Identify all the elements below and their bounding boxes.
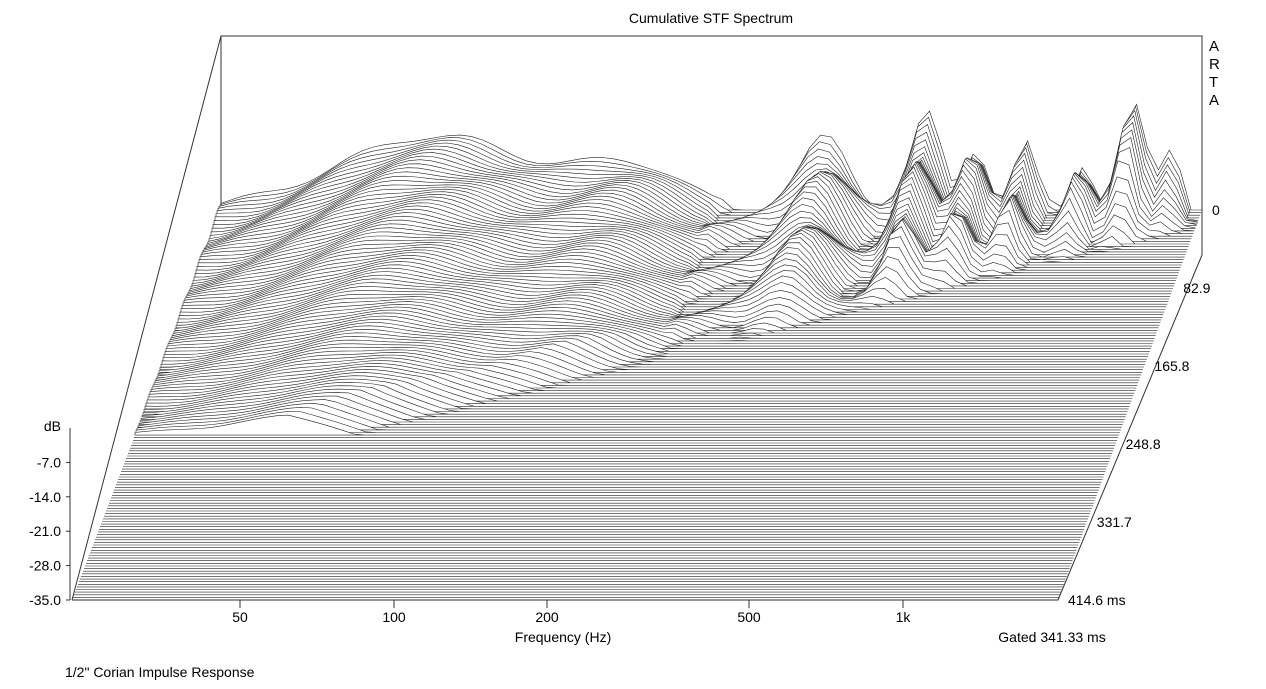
spectrum-slice <box>134 414 1119 436</box>
time-tick-label: 331.7 <box>1097 514 1132 530</box>
watermark-letter: T <box>1209 74 1218 91</box>
watermark-letter: A <box>1209 38 1219 55</box>
time-ticks: 0 82.9 165.8 248.8 331.7 414.6 ms <box>1068 202 1220 608</box>
spectrum-slice <box>140 392 1125 420</box>
db-tick-label: -35.0 <box>29 592 61 608</box>
db-tick-label: -7.0 <box>37 454 61 470</box>
frequency-tick-label: 50 <box>232 609 248 625</box>
gated-label: Gated 341.33 ms <box>998 629 1105 645</box>
db-ticks: -7.0 -14.0 -21.0 -28.0 -35.0 <box>29 454 70 608</box>
frequency-tick-label: 500 <box>737 609 761 625</box>
caption: 1/2" Corian Impulse Response <box>65 664 255 680</box>
frequency-axis-label: Frequency (Hz) <box>515 629 611 645</box>
watermark-letter: R <box>1209 56 1220 73</box>
back-frame <box>221 35 1203 255</box>
db-axis-label: dB <box>44 418 61 434</box>
db-tick-label: -21.0 <box>29 523 61 539</box>
db-tick-label: -14.0 <box>29 489 61 505</box>
time-tick-label: 82.9 <box>1183 280 1210 296</box>
spectrum-slice <box>139 395 1124 423</box>
chart-title: Cumulative STF Spectrum <box>629 10 793 26</box>
time-tick-label: 165.8 <box>1154 358 1189 374</box>
waterfall-slices <box>72 103 1203 601</box>
frequency-tick-label: 200 <box>535 609 559 625</box>
frequency-ticks: 50 100 200 500 1k <box>232 600 911 625</box>
time-tick-label: 414.6 ms <box>1068 592 1126 608</box>
frequency-tick-label: 1k <box>896 609 912 625</box>
watermark-letter: A <box>1209 92 1219 109</box>
frequency-tick-label: 100 <box>382 609 406 625</box>
time-tick-label: 248.8 <box>1126 436 1161 452</box>
time-tick-label: 0 <box>1212 202 1220 218</box>
db-tick-label: -28.0 <box>29 558 61 574</box>
